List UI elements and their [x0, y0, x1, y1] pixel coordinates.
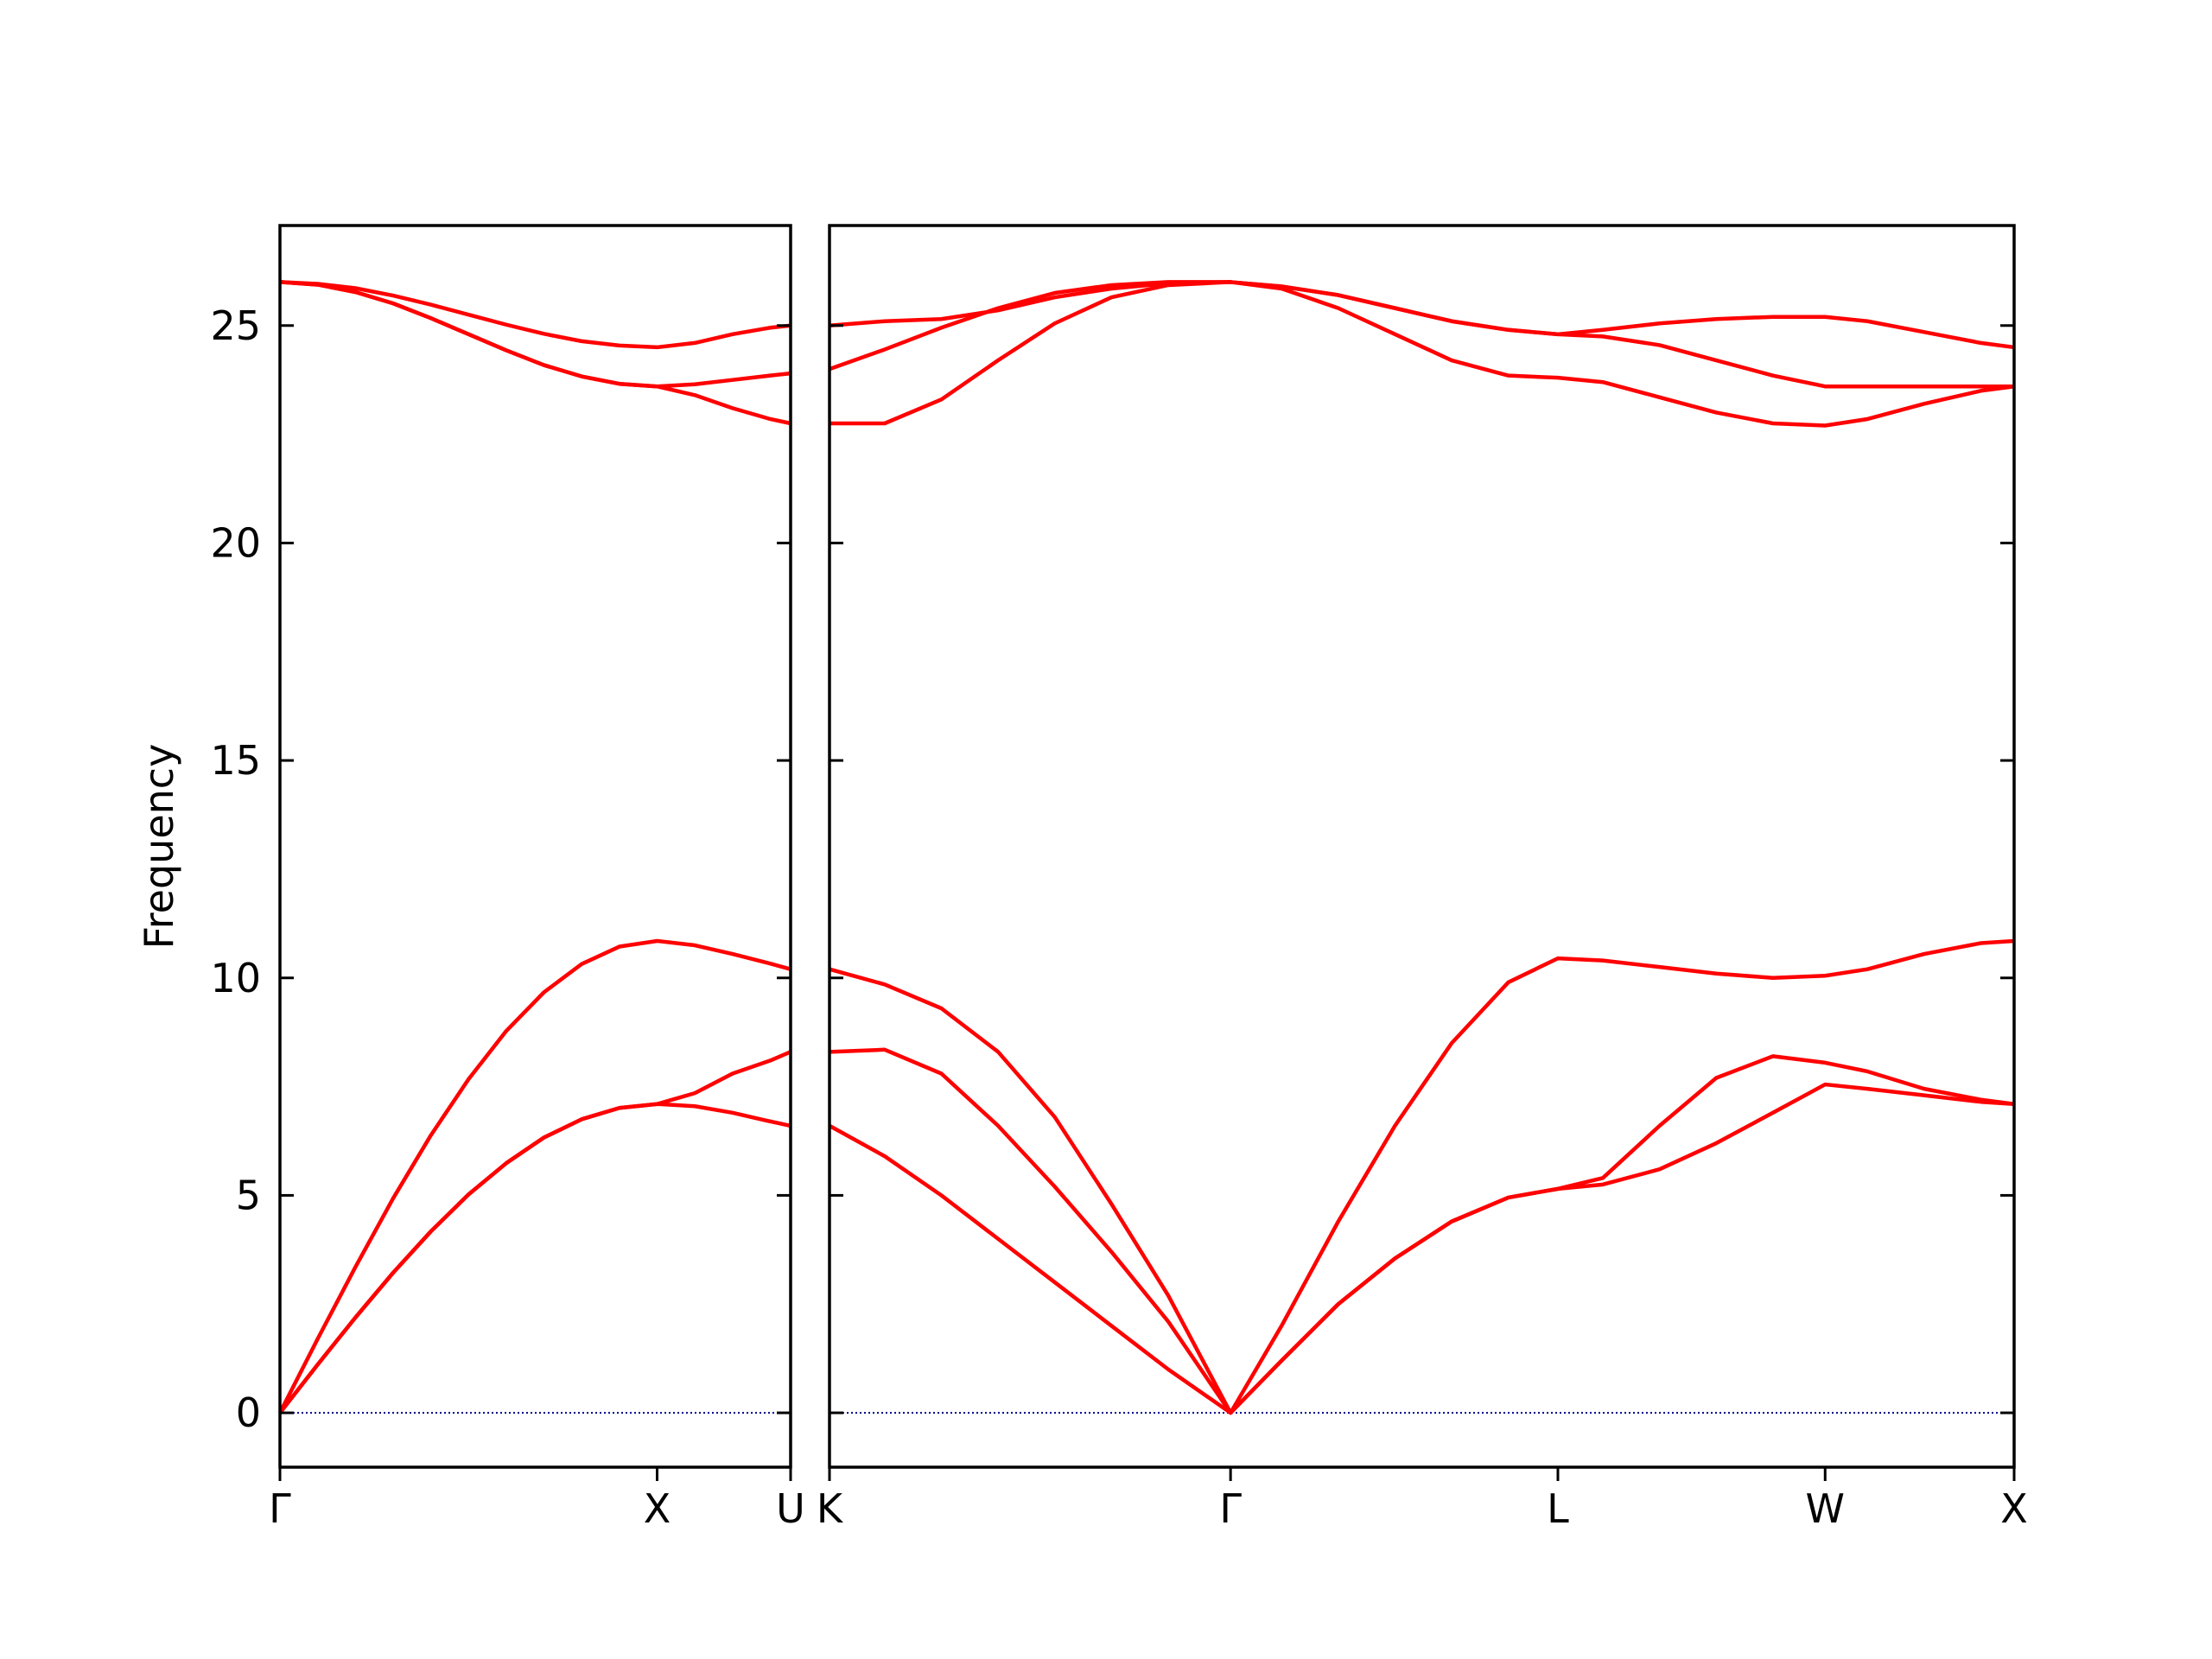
- band-line: [830, 280, 2015, 428]
- x-tick-label: X: [644, 1485, 671, 1532]
- y-tick-label: 25: [210, 302, 261, 349]
- band-line: [279, 280, 791, 350]
- band-line: [279, 280, 791, 389]
- x-tick-label: Γ: [269, 1485, 291, 1532]
- x-tick-label: Γ: [1219, 1485, 1242, 1532]
- x-tick-label: U: [776, 1485, 805, 1532]
- band-line: [279, 280, 791, 426]
- x-tick-label: W: [1806, 1485, 1845, 1532]
- y-tick-label: 15: [210, 737, 261, 784]
- band-line: [829, 280, 2015, 350]
- y-tick-label: 10: [210, 955, 261, 1001]
- axes-frame: [278, 224, 792, 1469]
- x-tick-label: K: [817, 1485, 844, 1532]
- band-line: [278, 1050, 791, 1414]
- band-line: [278, 1102, 791, 1414]
- band-line: [829, 280, 2014, 389]
- y-tick-label: 5: [236, 1172, 261, 1218]
- y-tick-label: 20: [210, 519, 261, 566]
- band-line: [829, 1047, 2015, 1415]
- band-line: [277, 938, 791, 1414]
- x-tick-label: L: [1547, 1485, 1569, 1532]
- band-line: [829, 938, 2015, 1415]
- axes-frame: [828, 224, 2016, 1469]
- y-axis-label: Frequency: [136, 744, 182, 950]
- x-tick-label: X: [2000, 1485, 2028, 1532]
- y-tick-label: 0: [236, 1389, 261, 1436]
